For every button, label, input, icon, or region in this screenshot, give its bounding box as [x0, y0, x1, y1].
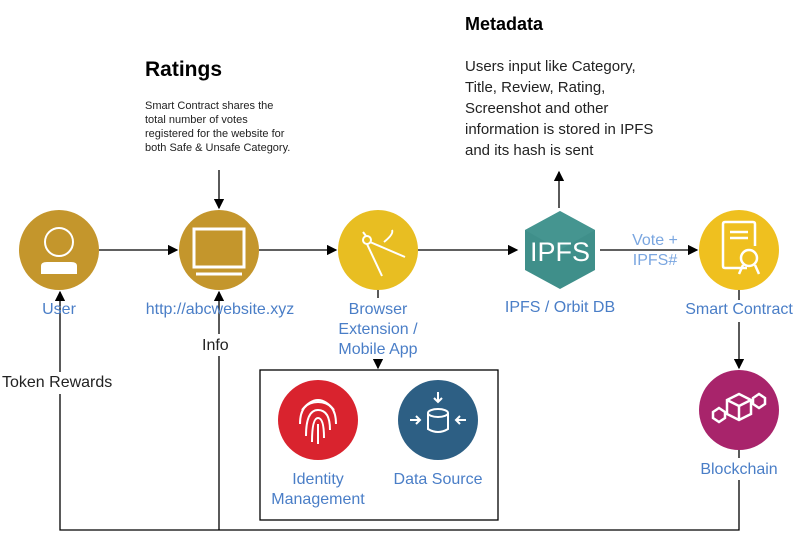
fingerprint-icon — [299, 399, 337, 444]
ipfs-label: IPFS / Orbit DB — [504, 299, 616, 316]
ratings-title: Ratings — [145, 58, 223, 81]
datasource-node[interactable] — [398, 380, 478, 460]
blockchain-label: Blockchain — [700, 461, 778, 478]
user-icon — [41, 227, 77, 274]
certificate-icon — [721, 220, 761, 275]
browser-node[interactable] — [338, 210, 418, 290]
website-label: http://abcwebsite.xyz — [145, 301, 295, 318]
user-node[interactable] — [19, 210, 99, 290]
ratings-description: Smart Contract shares the total number o… — [145, 100, 291, 154]
blockchain-icon — [711, 392, 767, 424]
contract-node[interactable] — [699, 210, 779, 290]
monitor-icon — [192, 227, 246, 276]
ipfs-node[interactable]: IPFS — [522, 210, 598, 290]
browser-label: Browser Extension / Mobile App — [338, 301, 418, 358]
metadata-description: Users input like Category, Title, Review… — [465, 58, 654, 159]
vote-edge-label: Vote + IPFS# — [632, 232, 678, 269]
database-icon — [410, 392, 466, 433]
identity-label: Identity Management — [271, 471, 365, 508]
compass-icon — [362, 229, 406, 277]
website-node[interactable] — [179, 210, 259, 290]
ipfs-logo-text: IPFS — [530, 237, 590, 267]
identity-node[interactable] — [278, 380, 358, 460]
blockchain-node[interactable] — [699, 370, 779, 450]
metadata-title: Metadata — [465, 14, 544, 34]
datasource-label: Data Source — [393, 471, 483, 488]
user-label: User — [42, 301, 76, 318]
info-edge-label: Info — [202, 336, 229, 356]
token-rewards-edge-label: Token Rewards — [2, 373, 113, 393]
contract-label: Smart Contract — [685, 301, 793, 318]
